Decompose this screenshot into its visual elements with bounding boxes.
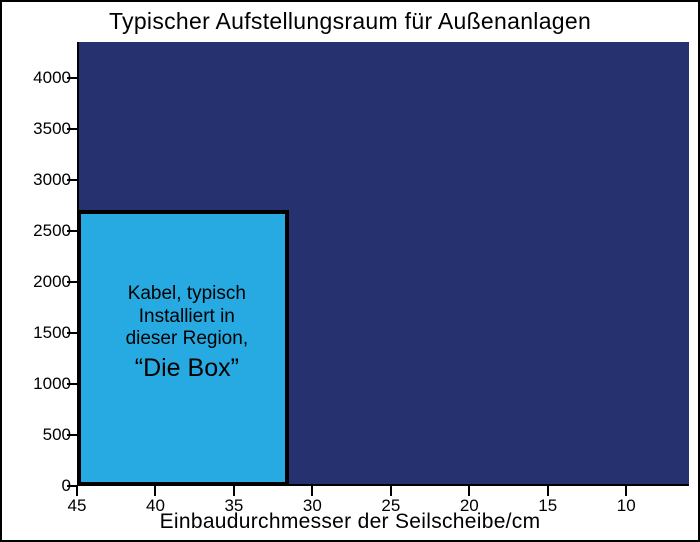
box-annotation-line-large: “Die Box”: [92, 353, 282, 383]
x-tick: [233, 486, 235, 496]
box-annotation: Kabel, typisch Installiert in dieser Reg…: [92, 283, 282, 383]
x-axis-label: Einbaudurchmesser der Seilscheibe/cm: [2, 510, 698, 534]
y-tick-label: 1500: [33, 323, 71, 343]
chart-frame: Typischer Aufstellungsraum für Außenanla…: [0, 0, 700, 542]
x-tick-label: 25: [381, 496, 400, 516]
chart-title: Typischer Aufstellungsraum für Außenanla…: [2, 8, 698, 35]
x-tick-label: 40: [146, 496, 165, 516]
box-annotation-line: Kabel, typisch: [92, 283, 282, 306]
x-tick: [547, 486, 549, 496]
x-tick: [468, 486, 470, 496]
y-tick-label: 3500: [33, 119, 71, 139]
box-annotation-line: dieser Region,: [92, 328, 282, 351]
x-tick-label: 30: [303, 496, 322, 516]
x-tick-label: 10: [617, 496, 636, 516]
y-tick-label: 2000: [33, 272, 71, 292]
x-tick-label: 15: [538, 496, 557, 516]
x-tick: [390, 486, 392, 496]
x-tick: [154, 486, 156, 496]
x-axis-line: [77, 484, 689, 486]
x-tick: [76, 486, 78, 496]
x-tick-label: 20: [460, 496, 479, 516]
x-tick-label: 35: [224, 496, 243, 516]
y-tick-label: 3000: [33, 170, 71, 190]
y-tick-label: 0: [62, 476, 71, 496]
plot-area: Kabel, typisch Installiert in dieser Reg…: [77, 42, 689, 486]
y-tick-label: 4000: [33, 68, 71, 88]
x-tick-label: 45: [68, 496, 87, 516]
x-tick: [311, 486, 313, 496]
x-tick: [625, 486, 627, 496]
y-tick-label: 1000: [33, 374, 71, 394]
y-axis-line: [77, 42, 79, 486]
y-tick-label: 500: [43, 425, 71, 445]
y-tick-label: 2500: [33, 221, 71, 241]
box-annotation-line: Installiert in: [92, 306, 282, 329]
